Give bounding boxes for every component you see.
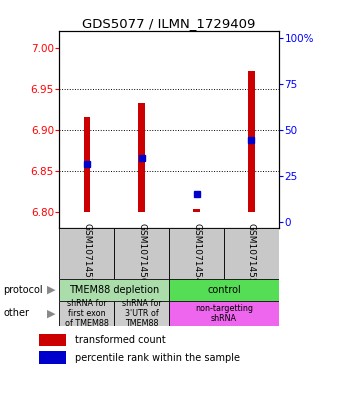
Text: ▶: ▶ [47, 285, 55, 295]
Text: other: other [3, 309, 29, 318]
Text: GSM1071457: GSM1071457 [82, 223, 91, 284]
Text: GSM1071454: GSM1071454 [192, 223, 201, 284]
Bar [169, 279, 279, 301]
Bar [39, 334, 66, 346]
Bar [224, 228, 279, 279]
Bar [248, 71, 255, 211]
Text: shRNA for
3'UTR of
TMEM88: shRNA for 3'UTR of TMEM88 [122, 299, 162, 328]
Bar [59, 301, 114, 326]
Bar [193, 209, 200, 211]
Text: percentile rank within the sample: percentile rank within the sample [75, 353, 240, 363]
Title: GDS5077 / ILMN_1729409: GDS5077 / ILMN_1729409 [83, 17, 256, 30]
Text: shRNA for
first exon
of TMEM88: shRNA for first exon of TMEM88 [65, 299, 109, 328]
Text: control: control [207, 285, 241, 295]
Text: protocol: protocol [3, 285, 43, 295]
Bar [84, 118, 90, 211]
Bar [169, 301, 279, 326]
Bar [169, 228, 224, 279]
Bar [39, 351, 66, 364]
Bar [114, 301, 169, 326]
Bar [138, 103, 145, 211]
Text: transformed count: transformed count [75, 335, 166, 345]
Bar [59, 228, 114, 279]
Text: GSM1071456: GSM1071456 [137, 223, 146, 284]
Bar [59, 279, 169, 301]
Text: TMEM88 depletion: TMEM88 depletion [69, 285, 159, 295]
Text: GSM1071455: GSM1071455 [247, 223, 256, 284]
Text: non-targetting
shRNA: non-targetting shRNA [195, 304, 253, 323]
Bar [114, 228, 169, 279]
Text: ▶: ▶ [47, 309, 55, 318]
